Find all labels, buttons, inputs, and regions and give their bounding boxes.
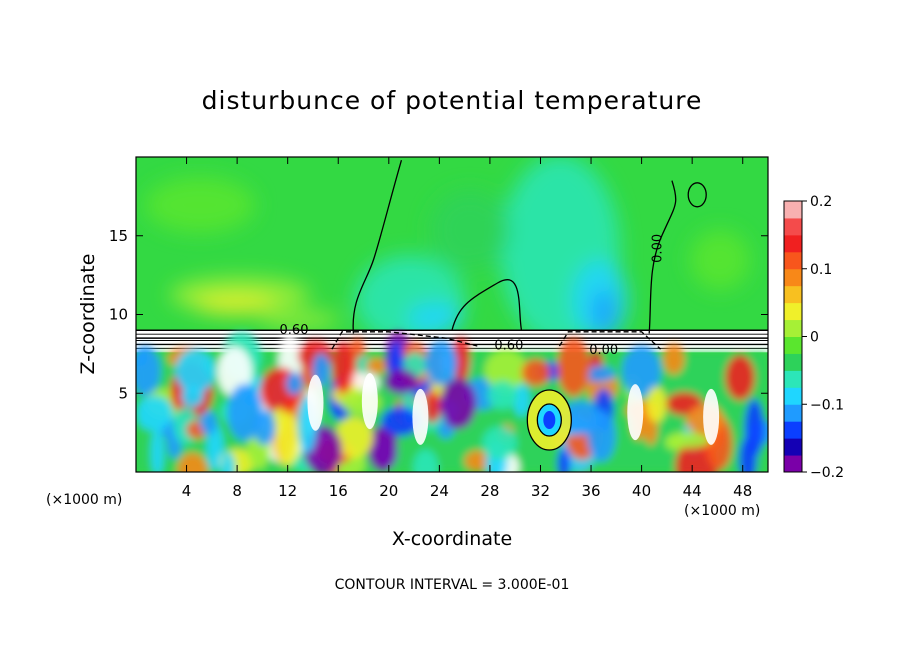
colorbar-swatch	[784, 404, 802, 422]
x-unit-label-right: (×1000 m)	[684, 503, 761, 519]
colorbar-tick-label: 0.2	[810, 194, 832, 210]
contour-labels: 0.60 0.60 0.00 0.00	[280, 234, 666, 358]
chart-title: disturbunce of potential temperature	[201, 86, 703, 115]
y-tick-label: 5	[118, 384, 128, 402]
y-axis: 5 10 15	[109, 227, 768, 402]
contour-interval-note: CONTOUR INTERVAL = 3.000E-01	[334, 577, 570, 593]
temperature-field	[136, 157, 768, 472]
colorbar-swatch	[784, 353, 802, 371]
x-unit-label-left: (×1000 m)	[46, 492, 123, 508]
colorbar-swatch	[784, 302, 802, 321]
upper-layer-field	[145, 157, 750, 345]
colorbar-swatch	[784, 421, 802, 439]
colorbar-swatch	[784, 319, 802, 337]
colorbar-tick-label: 0.1	[810, 262, 832, 278]
colorbar: 0.2 0.1 0 −0.1 −0.2	[783, 194, 844, 481]
colorbar-swatch	[784, 217, 802, 236]
x-tick-label: 24	[430, 482, 449, 500]
x-tick-label: 48	[733, 482, 752, 500]
x-tick-label: 32	[531, 482, 550, 500]
contour-label: 0.60	[494, 339, 523, 354]
x-tick-label: 36	[581, 482, 600, 500]
y-tick-label: 15	[109, 227, 128, 245]
x-tick-label: 44	[683, 482, 702, 500]
colorbar-swatch	[784, 387, 802, 405]
vortex-features	[307, 373, 720, 451]
colorbar-swatch	[784, 268, 802, 287]
contour-label: 0.60	[280, 323, 309, 338]
colorbar-swatch	[784, 336, 802, 354]
colorbar-swatch	[784, 285, 802, 304]
colorbar-swatch	[784, 455, 802, 473]
x-tick-label: 4	[182, 482, 192, 500]
y-tick-label: 10	[109, 306, 128, 324]
contour-lines	[331, 159, 707, 451]
x-axis: 4 8 12 16 20 24 28 32 36 40 44 48	[182, 157, 752, 500]
colorbar-swatch	[784, 370, 802, 388]
colorbar-tick-label: 0	[810, 330, 819, 346]
x-axis-title: X-coordinate	[391, 528, 513, 550]
contour-label: 0.00	[589, 343, 618, 358]
contour-label: 0.00	[651, 234, 666, 263]
colorbar-tick-label: −0.2	[810, 465, 844, 481]
colorbar-swatch	[784, 438, 802, 456]
lower-layer-field	[136, 331, 768, 472]
colorbar-tick-label: −0.1	[810, 397, 844, 413]
colorbar-swatch	[784, 234, 802, 253]
x-tick-label: 16	[329, 482, 348, 500]
y-axis-title: Z-coordinate	[77, 253, 99, 375]
x-tick-label: 28	[480, 482, 499, 500]
x-tick-label: 8	[232, 482, 242, 500]
colorbar-swatch	[784, 201, 802, 219]
colorbar-swatch	[784, 251, 802, 270]
x-tick-label: 40	[632, 482, 651, 500]
plot-area	[136, 157, 768, 472]
x-tick-label: 20	[379, 482, 398, 500]
x-tick-label: 12	[278, 482, 297, 500]
